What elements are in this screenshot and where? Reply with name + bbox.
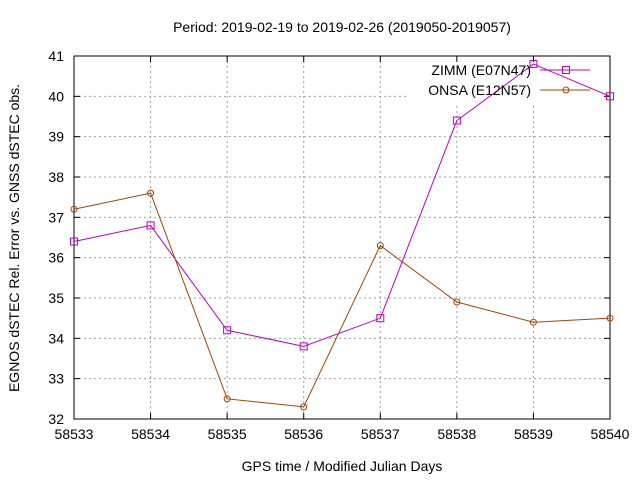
legend-label: ONSA (E12N57) xyxy=(428,82,531,98)
tick-layer: 58533 58534 58535 58536 58537 58538 58539 58540… xyxy=(48,48,629,442)
data-point xyxy=(70,237,78,246)
y-tick-label: 41 xyxy=(48,48,64,64)
data-point xyxy=(70,205,78,213)
data-point xyxy=(529,318,537,326)
series-layer xyxy=(70,60,614,411)
data-point xyxy=(147,189,155,197)
y-tick-label: 39 xyxy=(48,129,64,145)
plot-frame xyxy=(73,55,611,420)
data-point xyxy=(223,395,231,403)
series-line xyxy=(73,63,611,347)
x-tick-label: 58537 xyxy=(361,426,400,442)
x-tick-label: 58534 xyxy=(131,426,170,442)
y-tick-label: 37 xyxy=(48,209,64,225)
data-point xyxy=(606,92,614,101)
x-axis-label: GPS time / Modified Julian Days xyxy=(242,458,443,474)
data-point xyxy=(606,314,614,322)
legend-marker xyxy=(562,86,570,94)
chart-title: Period: 2019-02-19 to 2019-02-26 (201905… xyxy=(173,19,511,35)
data-point xyxy=(223,326,232,335)
data-point xyxy=(300,403,308,411)
x-tick-label: 58539 xyxy=(514,426,553,442)
series-line xyxy=(73,192,611,408)
series-1 xyxy=(70,189,614,411)
data-point xyxy=(453,298,461,306)
y-tick-label: 40 xyxy=(48,88,64,104)
y-tick-label: 33 xyxy=(48,371,64,387)
x-tick-label: 58540 xyxy=(591,426,630,442)
x-tick-label: 58535 xyxy=(208,426,247,442)
y-tick-label: 34 xyxy=(48,330,64,346)
legend-label: ZIMM (E07N47) xyxy=(431,62,531,78)
legend: ZIMM (E07N47) ONSA (E12N57) xyxy=(428,62,590,98)
x-tick-label: 58536 xyxy=(284,426,323,442)
data-point xyxy=(452,116,461,125)
y-tick-label: 35 xyxy=(48,290,64,306)
x-tick-label: 58533 xyxy=(55,426,94,442)
y-tick-label: 36 xyxy=(48,250,64,266)
data-point xyxy=(529,60,538,69)
legend-marker xyxy=(562,66,570,74)
series-0 xyxy=(70,60,614,351)
x-tick-label: 58538 xyxy=(437,426,476,442)
y-tick-label: 32 xyxy=(48,411,64,427)
data-point xyxy=(376,314,385,323)
data-point xyxy=(146,221,155,230)
y-axis-label: EGNOS dSTEC Rel. Error vs. GNSS dSTEC ob… xyxy=(6,84,22,392)
data-point xyxy=(299,342,308,351)
y-tick-label: 38 xyxy=(48,169,64,185)
grid-layer xyxy=(74,56,610,419)
data-point xyxy=(376,242,384,250)
